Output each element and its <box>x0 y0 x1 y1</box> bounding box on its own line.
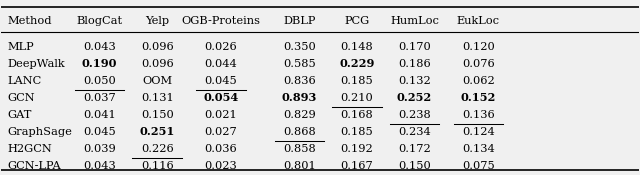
Text: MLP: MLP <box>7 42 34 52</box>
Text: Method: Method <box>7 16 52 26</box>
Text: 0.585: 0.585 <box>283 59 316 69</box>
Text: 0.192: 0.192 <box>340 144 373 154</box>
Text: 0.234: 0.234 <box>398 127 431 137</box>
Text: 0.185: 0.185 <box>340 76 373 86</box>
Text: 0.868: 0.868 <box>283 127 316 137</box>
Text: DBLP: DBLP <box>284 16 316 26</box>
Text: 0.134: 0.134 <box>462 144 495 154</box>
Text: 0.075: 0.075 <box>462 161 495 171</box>
Text: H2GCN: H2GCN <box>7 144 52 154</box>
Text: PCG: PCG <box>344 16 370 26</box>
Text: 0.152: 0.152 <box>461 92 496 103</box>
Text: 0.185: 0.185 <box>340 127 373 137</box>
Text: 0.096: 0.096 <box>141 42 173 52</box>
Text: GAT: GAT <box>7 110 31 120</box>
Text: 0.229: 0.229 <box>339 58 375 69</box>
Text: Yelp: Yelp <box>145 16 169 26</box>
Text: 0.186: 0.186 <box>398 59 431 69</box>
Text: OOM: OOM <box>142 76 172 86</box>
Text: 0.045: 0.045 <box>83 127 116 137</box>
Text: 0.350: 0.350 <box>283 42 316 52</box>
Text: 0.170: 0.170 <box>398 42 431 52</box>
Text: LANC: LANC <box>7 76 42 86</box>
Text: 0.252: 0.252 <box>397 92 432 103</box>
Text: 0.026: 0.026 <box>205 42 237 52</box>
Text: 0.131: 0.131 <box>141 93 173 103</box>
Text: 0.251: 0.251 <box>140 126 175 137</box>
Text: EukLoc: EukLoc <box>457 16 500 26</box>
Text: GCN-LPA: GCN-LPA <box>7 161 61 171</box>
Text: 0.836: 0.836 <box>283 76 316 86</box>
Text: 0.124: 0.124 <box>462 127 495 137</box>
Text: 0.801: 0.801 <box>283 161 316 171</box>
Text: 0.120: 0.120 <box>462 42 495 52</box>
Text: 0.054: 0.054 <box>204 92 239 103</box>
Text: 0.021: 0.021 <box>205 110 237 120</box>
Text: 0.043: 0.043 <box>83 161 116 171</box>
Text: 0.150: 0.150 <box>398 161 431 171</box>
Text: 0.226: 0.226 <box>141 144 173 154</box>
Text: 0.148: 0.148 <box>340 42 373 52</box>
Text: GCN: GCN <box>7 93 35 103</box>
Text: 0.858: 0.858 <box>283 144 316 154</box>
Text: 0.893: 0.893 <box>282 92 317 103</box>
Text: 0.132: 0.132 <box>398 76 431 86</box>
Text: 0.116: 0.116 <box>141 161 173 171</box>
Text: 0.167: 0.167 <box>340 161 373 171</box>
Text: 0.045: 0.045 <box>205 76 237 86</box>
Text: 0.238: 0.238 <box>398 110 431 120</box>
Text: 0.210: 0.210 <box>340 93 373 103</box>
Text: GraphSage: GraphSage <box>7 127 72 137</box>
Text: OGB-Proteins: OGB-Proteins <box>182 16 260 26</box>
Text: 0.036: 0.036 <box>205 144 237 154</box>
Text: BlogCat: BlogCat <box>77 16 123 26</box>
Text: 0.050: 0.050 <box>83 76 116 86</box>
Text: 0.096: 0.096 <box>141 59 173 69</box>
Text: 0.039: 0.039 <box>83 144 116 154</box>
Text: 0.027: 0.027 <box>205 127 237 137</box>
Text: 0.150: 0.150 <box>141 110 173 120</box>
Text: HumLoc: HumLoc <box>390 16 439 26</box>
Text: 0.076: 0.076 <box>462 59 495 69</box>
Text: 0.062: 0.062 <box>462 76 495 86</box>
Text: 0.041: 0.041 <box>83 110 116 120</box>
Text: 0.172: 0.172 <box>398 144 431 154</box>
Text: 0.044: 0.044 <box>205 59 237 69</box>
Text: 0.037: 0.037 <box>83 93 116 103</box>
Text: 0.136: 0.136 <box>462 110 495 120</box>
Text: DeepWalk: DeepWalk <box>7 59 65 69</box>
Text: 0.023: 0.023 <box>205 161 237 171</box>
Text: 0.043: 0.043 <box>83 42 116 52</box>
Text: 0.190: 0.190 <box>82 58 117 69</box>
Text: 0.829: 0.829 <box>283 110 316 120</box>
Text: 0.168: 0.168 <box>340 110 373 120</box>
